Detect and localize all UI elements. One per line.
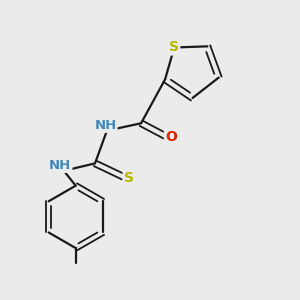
Text: NH: NH [94, 119, 116, 132]
Text: S: S [169, 40, 179, 55]
Text: O: O [165, 130, 177, 144]
Text: S: S [124, 171, 134, 185]
Text: NH: NH [49, 159, 71, 172]
